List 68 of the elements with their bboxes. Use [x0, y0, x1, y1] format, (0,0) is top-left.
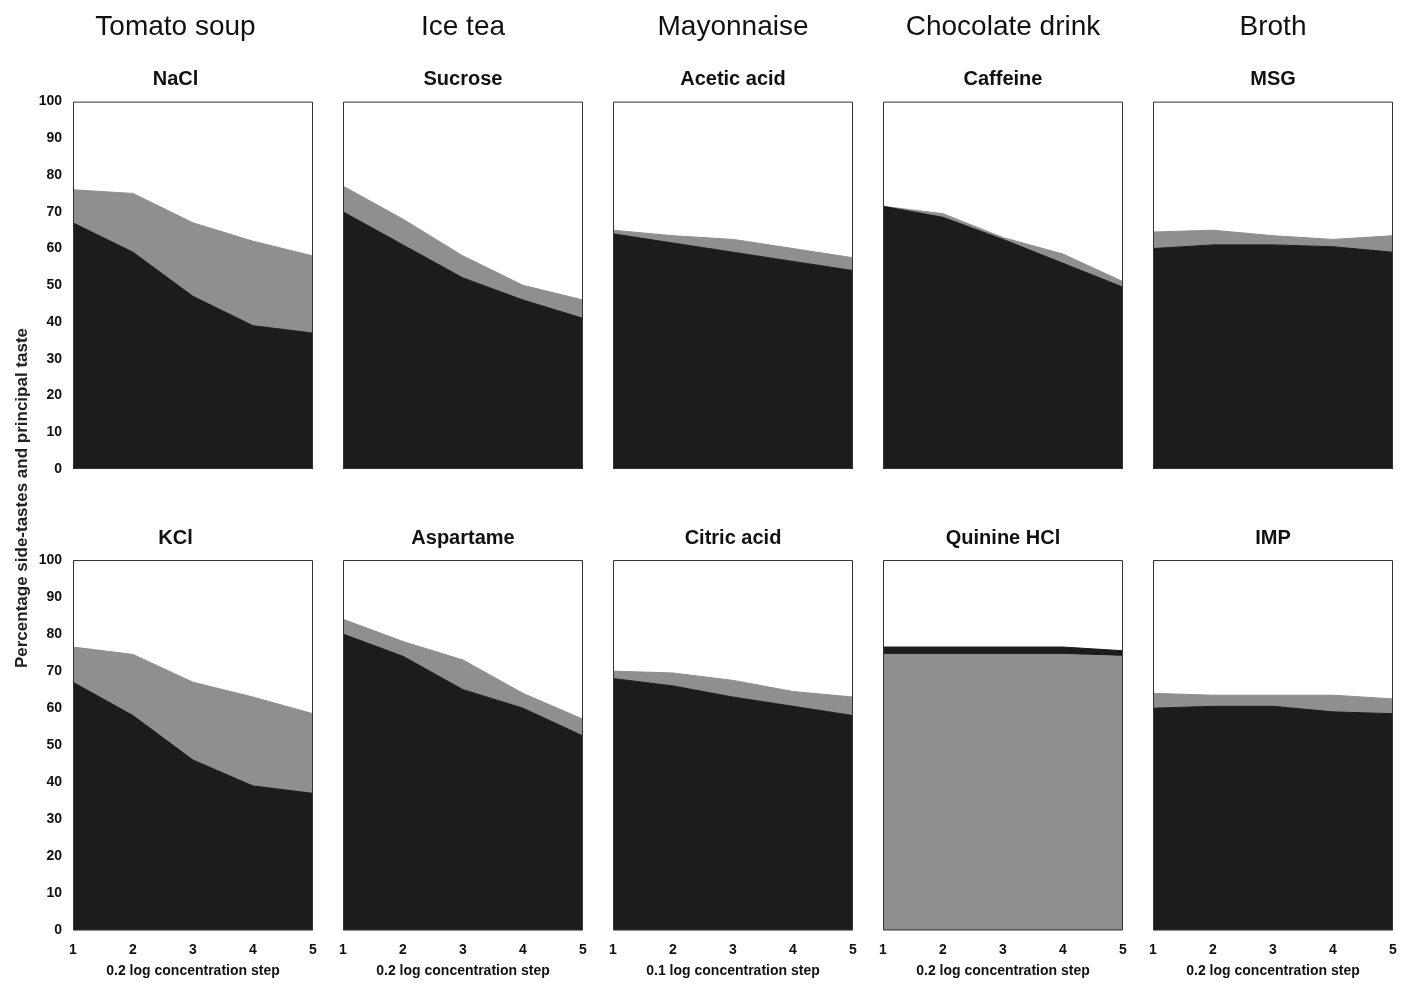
y-tick-label: 10: [46, 884, 63, 901]
chart-subtitle: NaCl: [152, 67, 199, 90]
x-tick-label: 1: [339, 940, 348, 957]
y-tick-label: 40: [46, 312, 63, 329]
x-tick-label: 5: [309, 940, 318, 957]
chart-title: Mayonnaise: [657, 9, 809, 41]
x-tick-label: 3: [729, 940, 738, 957]
x-tick-label: 2: [129, 940, 138, 957]
y-tick-label: 30: [46, 349, 63, 366]
x-tick-label: 2: [669, 940, 678, 957]
x-tick-label: 4: [789, 940, 798, 957]
y-tick-label: 90: [46, 587, 63, 604]
x-axis-title: 0.1 log concentration step: [646, 962, 820, 979]
y-tick-label: 60: [46, 239, 63, 256]
x-tick-label: 3: [1269, 940, 1278, 957]
x-axis-title: 0.2 log concentration step: [106, 962, 280, 979]
chart-subtitle: Acetic acid: [680, 67, 786, 90]
x-tick-label: 1: [69, 940, 78, 957]
y-tick-label: 30: [46, 810, 63, 827]
x-tick-label: 4: [519, 940, 528, 957]
chart-title: Broth: [1239, 9, 1307, 41]
chart-title: IMP: [1255, 525, 1291, 548]
x-axis-title: 0.2 log concentration step: [376, 962, 550, 979]
y-tick-label: 60: [46, 699, 63, 716]
x-axis-title: 0.2 log concentration step: [916, 962, 1090, 979]
y-tick-label: 20: [46, 847, 63, 864]
y-tick-label: 50: [46, 736, 63, 753]
x-tick-label: 1: [879, 940, 888, 957]
y-tick-label: 100: [38, 550, 63, 567]
x-tick-label: 3: [459, 940, 468, 957]
y-tick-label: 10: [46, 423, 63, 440]
y-tick-label: 0: [54, 921, 63, 938]
x-tick-label: 5: [849, 940, 858, 957]
x-tick-label: 2: [1209, 940, 1218, 957]
x-tick-label: 4: [1059, 940, 1068, 957]
y-tick-label: 100: [38, 92, 63, 109]
y-tick-label: 80: [46, 624, 63, 641]
x-tick-label: 3: [189, 940, 198, 957]
x-tick-label: 5: [1119, 940, 1128, 957]
x-tick-label: 1: [609, 940, 618, 957]
chart-title: Quinine HCl: [945, 525, 1061, 548]
y-tick-label: 50: [46, 276, 63, 293]
x-tick-label: 2: [939, 940, 948, 957]
x-axis-title: 0.2 log concentration step: [1186, 962, 1360, 979]
chart-title: Ice tea: [420, 9, 506, 41]
y-tick-label: 80: [46, 165, 63, 182]
y-tick-label: 40: [46, 773, 63, 790]
chart-title: Chocolate drink: [905, 9, 1102, 41]
y-tick-label: 70: [46, 202, 63, 219]
chart-subtitle: MSG: [1250, 67, 1296, 90]
x-tick-label: 5: [579, 940, 588, 957]
y-tick-label: 0: [54, 459, 63, 476]
y-tick-label: 70: [46, 661, 63, 678]
chart-subtitle: Caffeine: [963, 67, 1043, 90]
chart-subtitle: Sucrose: [423, 67, 503, 90]
x-tick-label: 3: [999, 940, 1008, 957]
y-tick-label: 90: [46, 129, 63, 146]
x-tick-label: 1: [1149, 940, 1158, 957]
x-tick-label: 4: [249, 940, 258, 957]
x-tick-label: 2: [399, 940, 408, 957]
chart-title: Citric acid: [684, 525, 782, 548]
y-axis-title: Percentage side-tastes and principal taste: [12, 327, 32, 669]
chart-title: KCl: [158, 525, 193, 548]
chart-title: Tomato soup: [95, 9, 256, 41]
x-tick-label: 4: [1329, 940, 1338, 957]
x-tick-label: 5: [1389, 940, 1398, 957]
y-tick-label: 20: [46, 386, 63, 403]
chart-title: Aspartame: [411, 525, 515, 548]
